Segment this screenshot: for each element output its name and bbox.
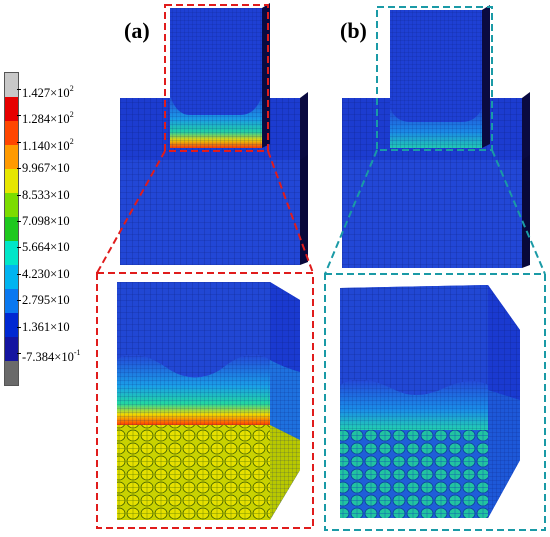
legend-value-mantissa: 1.284×10 [22,112,70,127]
legend-value-label: 1.140×102 [22,135,74,153]
legend-value-mantissa: 2.795×10 [22,293,70,308]
panel-label-a: (a) [124,18,150,43]
legend-tick [17,273,21,275]
fiber-array-a [117,425,270,520]
legend-tick [17,141,21,143]
legend-value-label: 1.361×10 [22,320,70,334]
legend-tick [17,300,21,302]
legend-value-label: 2.795×10 [22,293,70,307]
legend-value-label: -7.384×10-1 [22,346,81,364]
legend-tick [17,247,21,249]
panel-label-b: (b) [340,18,367,43]
legend-swatch [5,361,18,385]
model-b-top [342,5,530,268]
zoom-view-b [340,285,520,518]
legend-value-exponent: 2 [69,84,74,93]
legend-tick [17,168,21,170]
legend-swatch [5,289,18,313]
model-a-top [120,3,308,265]
legend-value-mantissa: -7.384×10 [22,350,74,364]
legend-swatch [5,193,18,217]
legend-swatch [5,97,18,121]
legend-value-mantissa: 8.533×10 [22,187,70,202]
legend-value-mantissa: 1.140×10 [22,138,70,153]
legend-swatch [5,145,18,169]
legend-tick [17,115,21,117]
legend-value-mantissa: 1.361×10 [22,319,70,334]
legend-value-mantissa: 1.427×10 [22,86,70,100]
fiber-array-b [340,430,488,518]
legend-swatch [5,169,18,193]
legend-swatch [5,217,18,241]
legend-value-label: 1.284×102 [22,108,74,126]
zoom-box-b [324,6,546,531]
legend-value-label: 4.230×10 [22,267,70,281]
legend-swatch [5,337,18,361]
legend-tick [17,89,21,90]
legend-swatch [5,241,18,265]
legend-value-label: 1.427×102 [22,82,74,100]
legend-swatch [5,265,18,289]
legend-swatch [5,121,18,145]
legend-tick [17,194,21,196]
legend-value-exponent: -1 [73,348,81,357]
legend-value-mantissa: 4.230×10 [22,266,70,281]
legend-value-mantissa: 9.967×10 [22,161,70,176]
legend-value-exponent: 2 [69,136,74,146]
legend-color-bar [4,72,19,386]
legend-swatch [5,73,18,97]
legend-value-label: 5.664×10 [22,240,70,254]
legend-tick [17,353,21,354]
legend-value-label: 7.098×10 [22,214,70,228]
zoom-box-a [96,4,314,529]
legend-tick [17,221,21,222]
legend-value-exponent: 2 [69,110,74,120]
zoom-view-a [117,282,300,520]
legend-tick [17,326,21,328]
legend-value-mantissa: 7.098×10 [22,214,70,228]
legend-value-mantissa: 5.664×10 [22,240,70,255]
legend-value-label: 8.533×10 [22,188,70,202]
legend-swatch [5,313,18,337]
legend-value-label: 9.967×10 [22,161,70,175]
